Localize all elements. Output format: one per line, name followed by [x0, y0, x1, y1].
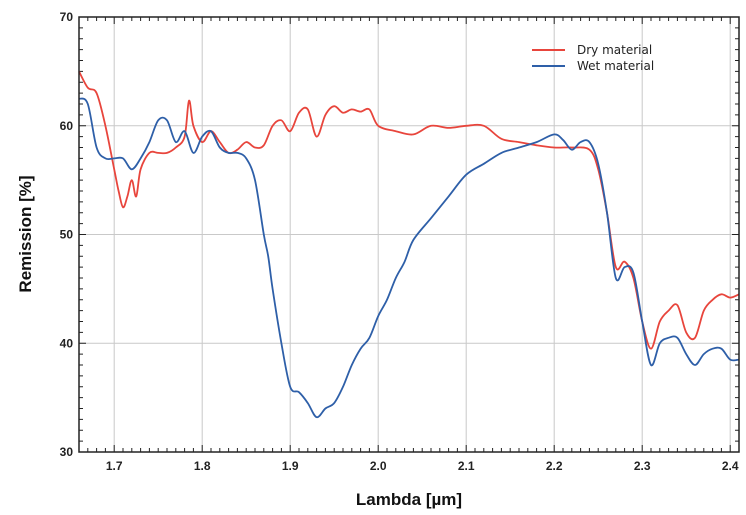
x-tick-label: 2.4	[722, 459, 739, 473]
x-axis-title: Lambda [µm]	[356, 490, 462, 509]
y-tick-label: 30	[60, 445, 74, 459]
y-tick-label: 50	[60, 228, 74, 242]
y-tick-label: 40	[60, 336, 74, 350]
y-tick-label: 70	[60, 10, 74, 24]
x-tick-label: 2.2	[546, 459, 563, 473]
legend-label-dry: Dry material	[577, 43, 652, 57]
plot-frame	[78, 16, 740, 453]
x-tick-label: 1.9	[282, 459, 299, 473]
y-axis-title: Remission [%]	[16, 175, 35, 292]
x-tick-label: 1.7	[106, 459, 123, 473]
x-tick-labels: 1.7 1.8 1.9 2.0 2.1 2.2 2.3 2.4	[106, 459, 739, 473]
grid	[79, 17, 739, 452]
legend: Dry material Wet material	[532, 43, 654, 73]
x-tick-label: 1.8	[194, 459, 211, 473]
x-tick-label: 2.1	[458, 459, 475, 473]
y-tick-labels: 30 40 50 60 70	[60, 10, 74, 459]
y-tick-label: 60	[60, 119, 74, 133]
legend-label-wet: Wet material	[577, 59, 654, 73]
x-tick-label: 2.3	[634, 459, 651, 473]
x-tick-label: 2.0	[370, 459, 387, 473]
series-line-wet	[78, 97, 740, 419]
series-lines	[78, 70, 740, 419]
